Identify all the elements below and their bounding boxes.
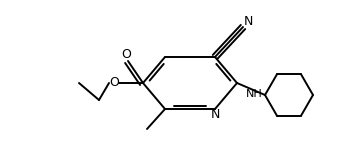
Text: N: N — [210, 108, 220, 122]
Text: O: O — [121, 47, 131, 61]
Text: NH: NH — [246, 89, 262, 99]
Text: N: N — [243, 15, 253, 27]
Text: O: O — [109, 76, 119, 88]
